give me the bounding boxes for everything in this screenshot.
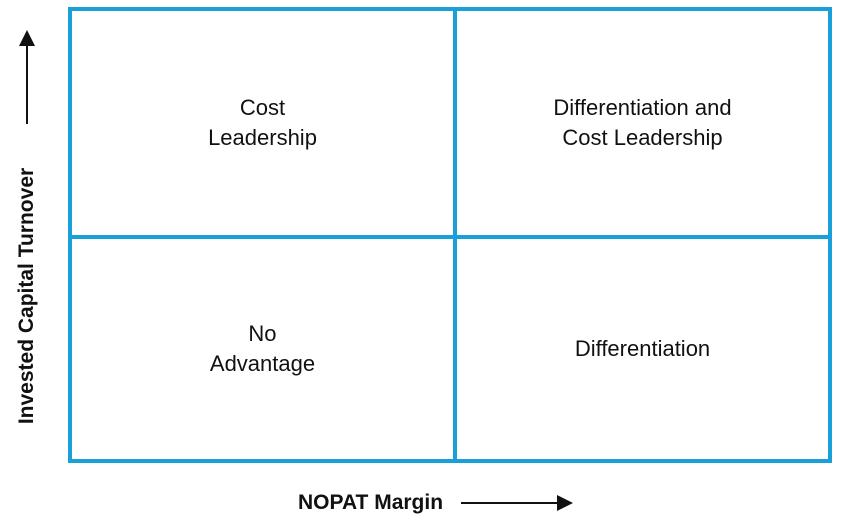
quadrant-label: Differentiation [574, 336, 711, 361]
x-axis-label: NOPAT Margin [298, 491, 444, 514]
quadrant-differentiation: Differentiation [457, 239, 828, 459]
quadrant-label: No Advantage [209, 321, 316, 376]
quadrant-label: Differentiation and Cost Leadership [553, 95, 732, 150]
y-axis: Invested Capital Turnover [12, 30, 42, 450]
y-axis-label: Invested Capital Turnover [15, 167, 38, 425]
quadrant-cost-leadership: Cost Leadership [72, 11, 453, 235]
quadrant-grid: Cost Leadership Differentiation and Cost… [68, 7, 832, 463]
quadrant-no-advantage: No Advantage [72, 239, 453, 459]
horizontal-divider [72, 235, 828, 239]
x-axis: NOPAT Margin [298, 488, 574, 518]
up-arrow-icon [19, 30, 35, 124]
quadrant-differentiation-and-cost-leadership: Differentiation and Cost Leadership [457, 11, 828, 235]
quadrant-label: Cost Leadership [208, 95, 317, 150]
right-arrow-icon [461, 495, 574, 511]
